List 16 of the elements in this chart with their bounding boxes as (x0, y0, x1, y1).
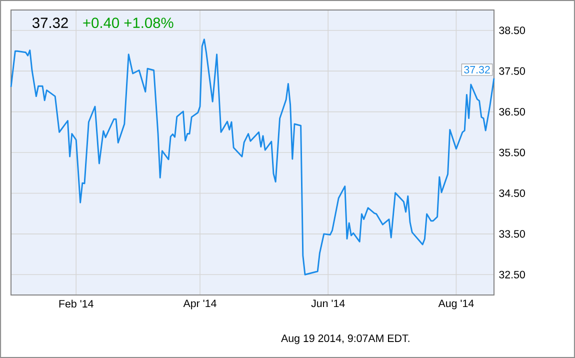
x-tick-label: Feb '14 (59, 300, 94, 308)
chart-title: 37.32 (32, 18, 68, 28)
x-tick-label: Aug '14 (438, 300, 474, 310)
text: Aug 19 2014, 9:07AM EDT. (281, 334, 410, 344)
y-tick-label: 35.50 (499, 148, 525, 156)
chart-subtitle: +0.40 +1.08% (83, 18, 174, 28)
x-tick-label: Apr '14 (183, 300, 216, 310)
y-tick-label: 38.50 (499, 26, 525, 34)
y-tick-label: 33.50 (499, 230, 525, 238)
x-tick-label: Jun '14 (311, 300, 345, 308)
y-tick-label: 32.50 (499, 270, 525, 278)
y-tick-label: 37.50 (499, 67, 525, 75)
y-tick-label: 36.50 (499, 108, 525, 116)
line-series (10, 38, 495, 276)
annotation: 37.32 (464, 66, 490, 74)
y-tick-label: 34.50 (499, 189, 525, 197)
